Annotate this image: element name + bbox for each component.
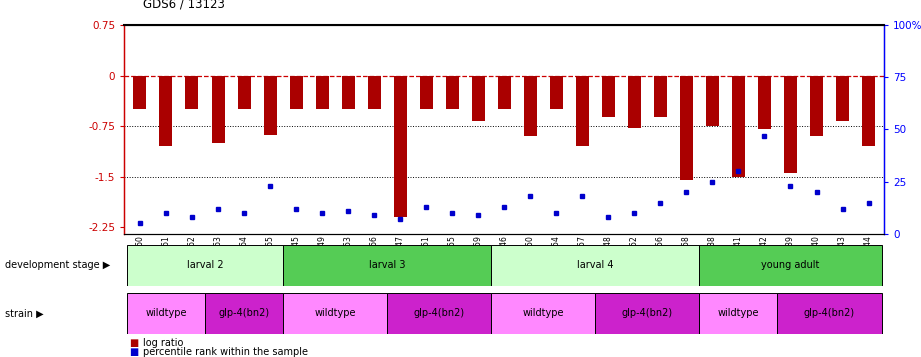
- Text: glp-4(bn2): glp-4(bn2): [414, 308, 465, 318]
- Text: larval 3: larval 3: [369, 260, 405, 270]
- Text: development stage ▶: development stage ▶: [5, 260, 110, 270]
- Bar: [497, 76, 511, 109]
- Text: larval 2: larval 2: [187, 260, 223, 270]
- Text: strain ▶: strain ▶: [5, 308, 43, 318]
- Bar: [289, 76, 303, 109]
- Bar: [576, 76, 589, 146]
- Bar: [784, 76, 797, 173]
- Bar: [491, 293, 595, 334]
- Bar: [212, 76, 225, 143]
- Bar: [680, 76, 693, 180]
- Text: wildtype: wildtype: [146, 308, 187, 318]
- Bar: [524, 76, 537, 136]
- Bar: [205, 293, 283, 334]
- Bar: [699, 245, 881, 286]
- Bar: [393, 76, 407, 217]
- Bar: [777, 293, 881, 334]
- Bar: [595, 293, 699, 334]
- Text: ■: ■: [129, 347, 138, 357]
- Text: glp-4(bn2): glp-4(bn2): [218, 308, 270, 318]
- Bar: [732, 76, 745, 177]
- Text: wildtype: wildtype: [314, 308, 356, 318]
- Text: larval 4: larval 4: [577, 260, 613, 270]
- Bar: [550, 76, 563, 109]
- Bar: [758, 76, 771, 130]
- Bar: [283, 245, 491, 286]
- Bar: [472, 76, 484, 121]
- Bar: [446, 76, 459, 109]
- Text: ■: ■: [129, 338, 138, 348]
- Bar: [185, 76, 199, 109]
- Bar: [342, 76, 355, 109]
- Bar: [367, 76, 380, 109]
- Bar: [699, 293, 777, 334]
- Bar: [316, 76, 329, 109]
- Bar: [601, 76, 615, 117]
- Bar: [654, 76, 667, 117]
- Bar: [134, 76, 146, 109]
- Bar: [810, 76, 823, 136]
- Text: GDS6 / 13123: GDS6 / 13123: [143, 0, 225, 11]
- Text: wildtype: wildtype: [717, 308, 759, 318]
- Bar: [628, 76, 641, 128]
- Bar: [862, 76, 875, 146]
- Text: wildtype: wildtype: [522, 308, 564, 318]
- Bar: [283, 293, 387, 334]
- Bar: [159, 76, 172, 146]
- Bar: [238, 76, 251, 109]
- Bar: [705, 76, 719, 126]
- Bar: [491, 245, 699, 286]
- Bar: [420, 76, 433, 109]
- Bar: [387, 293, 491, 334]
- Text: glp-4(bn2): glp-4(bn2): [804, 308, 855, 318]
- Text: log ratio: log ratio: [143, 338, 183, 348]
- Text: glp-4(bn2): glp-4(bn2): [622, 308, 673, 318]
- Bar: [127, 293, 205, 334]
- Bar: [836, 76, 849, 121]
- Text: percentile rank within the sample: percentile rank within the sample: [143, 347, 308, 357]
- Bar: [127, 245, 283, 286]
- Bar: [263, 76, 276, 135]
- Text: young adult: young adult: [762, 260, 820, 270]
